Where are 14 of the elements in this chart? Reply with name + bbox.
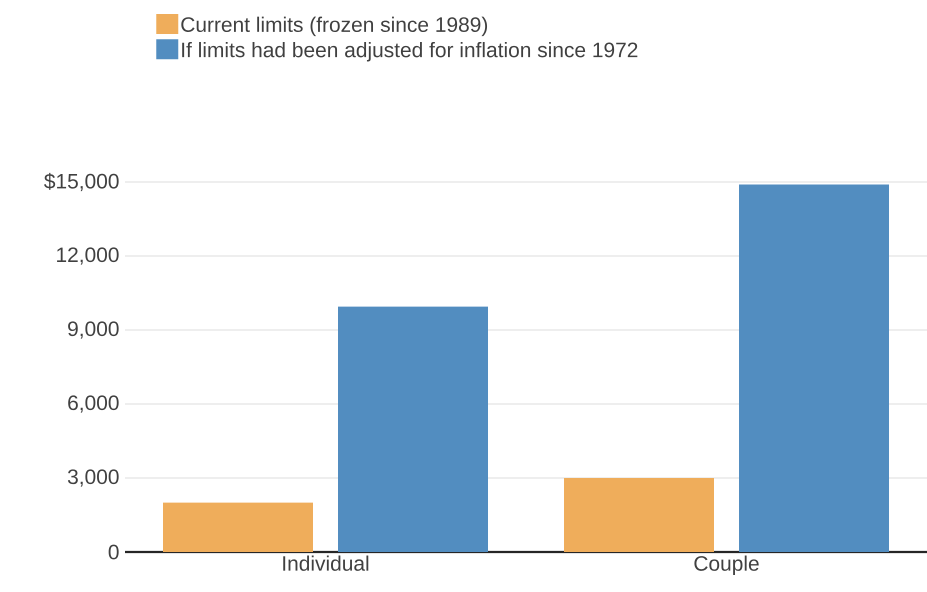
bar: [338, 306, 488, 552]
y-tick-label: 3,000: [68, 469, 119, 487]
y-tick-label: $15,000: [44, 172, 119, 192]
y-tick-label: 12,000: [57, 247, 119, 265]
x-tick-label: Couple: [694, 556, 759, 576]
bar: [163, 502, 313, 552]
bar: [564, 478, 714, 552]
legend-label: Current limits (frozen since 1989): [181, 16, 488, 36]
x-tick-label: Individual: [283, 556, 368, 571]
legend-label: If limits had been adjusted for inflation since 1972: [182, 42, 638, 62]
y-tick-label: 6,000: [68, 395, 119, 413]
bar: [739, 184, 890, 552]
y-tick-label: 9,000: [68, 321, 119, 339]
y-tick-label: 0: [108, 544, 119, 560]
